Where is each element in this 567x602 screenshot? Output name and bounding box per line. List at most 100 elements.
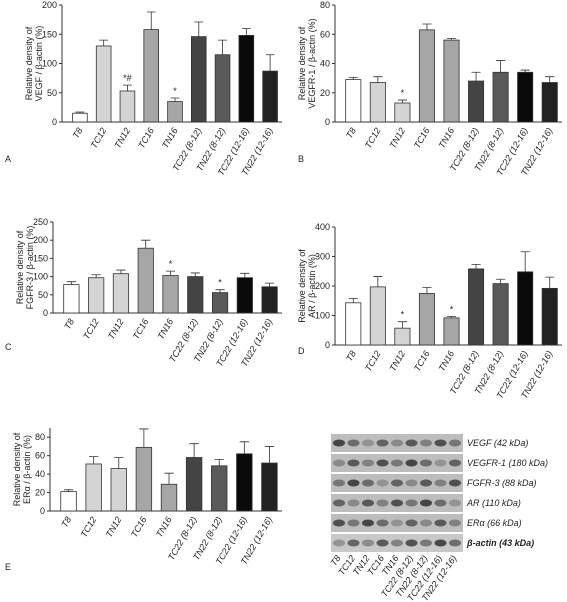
error-bar [170,97,180,102]
significance-marker: * [169,259,173,269]
bar [443,317,460,346]
blot-band [405,539,418,547]
blot-band [405,459,418,467]
y-tick-label: 150 [33,253,48,263]
bar [110,468,127,512]
bar [369,82,386,123]
error-bar [66,281,76,285]
bar [418,292,435,346]
y-axis-label: Relative density ofAR / β-actin (%) [297,249,317,323]
blot-band [333,539,345,547]
blot-band [405,439,418,447]
bar [468,80,485,123]
y-tick-label: 50 [47,88,57,98]
error-bar [218,39,227,55]
y-tick-label: 100 [42,59,57,69]
error-bar [63,489,74,492]
y-tick-label: 40 [320,59,330,69]
y-label-line: ERα / β-actin (%) [22,435,32,504]
bar [345,79,362,123]
bar [236,277,253,314]
blot-band [333,479,345,487]
error-bar [214,458,224,466]
error-bar [215,289,225,293]
x-tick-label: TN12 [387,349,407,373]
blot-band [362,539,374,547]
error-bar [165,270,176,276]
blot-band [420,499,432,507]
x-tick-label: T8 [344,349,358,363]
y-tick-label: 80 [320,0,330,10]
bar [468,268,485,346]
bar [143,29,159,123]
error-bar [446,315,457,318]
error-bar [88,456,99,464]
bar [211,292,229,314]
bar [214,54,231,123]
blot-band [391,499,403,507]
bar [541,287,558,346]
x-tick-label: T8 [62,317,76,331]
error-bar [116,269,126,274]
x-tick-label: TN16 [437,349,457,373]
x-tick-label: TN16 [160,126,180,150]
y-label-line: Relative density of [297,249,307,323]
x-tick-label: T8 [59,515,73,529]
error-bar [190,272,200,277]
bar [517,71,534,123]
blot-band [347,499,360,507]
y-label-line: Relative density of [15,230,25,304]
blot-band [347,539,360,547]
error-bar [189,443,199,458]
significance-marker: * [218,278,222,288]
y-tick-label: 0 [325,117,330,127]
error-bar [91,274,101,278]
error-bar [496,278,506,284]
blot-band [333,499,345,507]
bar [119,90,136,123]
blot-band [347,479,360,487]
y-tick-label: 80 [35,432,45,442]
band-label: β-actin (43 kDa) [466,538,534,548]
blot-band [420,439,432,447]
error-bar [397,99,407,103]
y-tick-label: 60 [320,29,330,39]
error-bar [471,264,481,269]
bar [517,271,534,346]
error-bar [146,11,156,30]
x-tick-label: TN12 [106,317,126,341]
y-tick-label: 200 [33,235,48,245]
bar [185,457,203,512]
blot-band [420,459,432,467]
panel-letter: C [5,342,12,352]
blot-band [362,499,374,507]
x-tick-label: TC16 [129,515,149,539]
y-tick-label: 0 [52,117,57,127]
significance-marker: * [401,88,405,98]
bar [443,39,460,123]
error-bar [239,441,250,454]
blot-band [362,459,374,467]
error-bar [141,239,151,249]
blot-band [420,539,432,547]
x-tick-label: TN16 [154,515,174,539]
blot-band [391,519,403,527]
error-bar [114,457,124,469]
x-tick-label: TN12 [387,126,407,150]
error-bar [75,111,85,114]
y-axis-label: Relative density ofFGFR-3 / β-actin (%) [15,226,35,310]
x-tick-label: TN12 [104,515,124,539]
bar [135,446,153,512]
bar [394,102,411,123]
x-tick-label: TC12 [363,349,383,373]
error-bar [373,276,383,287]
blot-band [434,479,447,487]
y-tick-label: 250 [33,217,48,227]
bar [85,463,102,512]
error-bar [373,76,383,83]
error-bar [348,76,358,80]
y-tick-label: 200 [42,0,57,10]
blot-band [347,439,360,447]
bar [492,71,509,123]
bar [63,284,80,314]
